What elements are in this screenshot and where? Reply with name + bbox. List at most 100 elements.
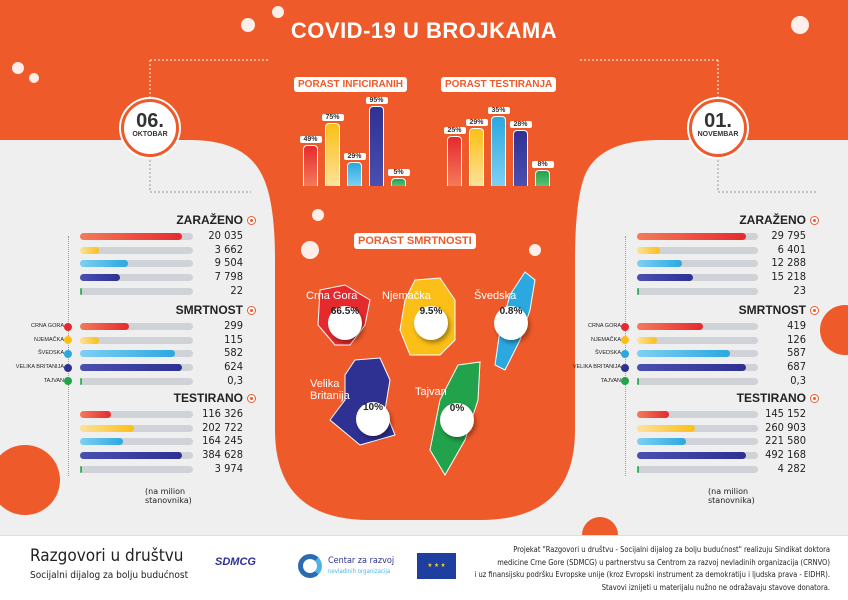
disclaimer-line: Stavovi iznijeti u materijalu nužno ne o…: [601, 582, 830, 592]
units-note: (na milion stanovnika): [708, 487, 755, 505]
country-label: TAJVAN: [43, 377, 64, 384]
bar-fill: [637, 274, 693, 282]
stat-value: 624: [224, 360, 243, 374]
map-label-country: Velika Britanija: [310, 378, 350, 402]
bar-track: [80, 287, 193, 295]
country-dot-icon: [621, 377, 629, 386]
stat-value: 202 722: [202, 420, 243, 434]
bar-track: [637, 246, 758, 254]
bar-track: [80, 336, 193, 344]
bar--vedska: [347, 161, 362, 186]
bar-fill: [637, 452, 746, 460]
country-label: NJEMAČKA: [34, 336, 64, 343]
country-dot-icon: [621, 336, 629, 345]
bar-track: [637, 438, 758, 446]
bar-fill: [80, 424, 134, 432]
bar-njema-ka: [469, 128, 484, 186]
country-dot-icon: [621, 322, 629, 331]
stat-value: 4 282: [777, 461, 806, 475]
heading-marker-icon: [810, 394, 819, 403]
stat-value: 23: [793, 283, 806, 297]
bar-fill: [80, 364, 182, 372]
virus-decoration-orange: [0, 305, 848, 553]
country-label: VELIKA BRITANIJA: [572, 364, 621, 371]
stat-value: 116 326: [202, 407, 243, 420]
bar-track: [80, 377, 193, 385]
bar-fill: [80, 350, 175, 358]
page-title: COVID-19 U BROJKAMA: [290, 18, 558, 43]
map-percent-badge: 10%: [356, 402, 390, 436]
bar-track: [637, 323, 758, 330]
bar-value-label: 29%: [343, 152, 366, 160]
bar-track: [80, 350, 193, 358]
bar-fill: [637, 336, 657, 344]
chart-title-testiranja: PORAST TESTIRANJA: [441, 77, 557, 92]
heading-marker-icon: [247, 394, 256, 403]
bar-fill: [637, 424, 695, 432]
stat-value: 299: [224, 319, 243, 332]
bar-fill: [637, 323, 704, 330]
bar-fill: [637, 350, 731, 358]
bar-track: [637, 287, 758, 295]
footer-disclaimer: Projekat "Razgovori u društvu - Socijaln…: [474, 544, 830, 594]
bar-fill: [637, 260, 682, 268]
bar-track: [637, 274, 758, 282]
date-month: NOVEMBAR: [697, 131, 739, 138]
heading-testirano: TESTIRANO: [173, 391, 243, 405]
bar-fill: [80, 411, 111, 418]
stat-value: 164 245: [202, 434, 243, 448]
orange-funnel-shape: [0, 0, 848, 520]
bar-njema-ka: [325, 123, 340, 186]
bar-fill: [80, 274, 120, 282]
bar-fill: [80, 465, 83, 473]
disclaimer-line: Projekat "Razgovori u društvu - Socijaln…: [513, 545, 830, 554]
stat-value: 384 628: [202, 448, 243, 462]
bar-fill: [637, 377, 640, 385]
footer: Razgovori u društvu Socijalni dijalog za…: [0, 535, 848, 600]
stat-value: 20 035: [208, 229, 243, 242]
bar-track: [80, 411, 193, 418]
bar-fill: [80, 452, 182, 460]
stat-value: 12 288: [771, 256, 806, 270]
stat-value: 0,3: [227, 373, 243, 387]
stat-value: 221 580: [765, 434, 806, 448]
bar-track: [80, 323, 193, 330]
stat-value: 582: [224, 346, 243, 360]
bar-value-label: 29%: [465, 119, 488, 126]
bar-value-label: 95%: [365, 97, 388, 105]
country-dot-icon: [64, 322, 72, 331]
bar-fill: [80, 233, 182, 240]
map-percent-badge: 9.5%: [414, 306, 448, 340]
country-label: ŠVEDSKA: [38, 350, 64, 357]
bar-fill: [637, 411, 670, 418]
bar-fill: [637, 233, 746, 240]
country-dot-icon: [64, 363, 72, 372]
bar-track: [80, 465, 193, 473]
stat-value: 22: [230, 283, 243, 297]
country-dot-icon: [64, 349, 72, 358]
bar-fill: [637, 465, 640, 473]
units-note: (na milion stanovnika): [145, 487, 192, 505]
heading-smrtnost: SMRTNOST: [175, 303, 243, 317]
bar-track: [80, 274, 193, 282]
disclaimer-line: i uz finansijsku podršku Evropske unije …: [474, 570, 830, 579]
sdmcg-logo: SDMCG: [215, 556, 256, 568]
bar-value-label: 49%: [299, 135, 322, 143]
map-percent-badge: 0.8%: [494, 306, 528, 340]
stat-value: 7 798: [214, 270, 243, 284]
heading-zaraženo: ZARAŽENO: [176, 213, 243, 227]
bar-track: [637, 411, 758, 418]
date-badge-start: 06. OKTOBAR: [121, 99, 179, 157]
crnvo-logo-icon: [298, 554, 322, 578]
bar-tajvan: [535, 170, 550, 186]
bar-fill: [80, 438, 124, 446]
country-label: NJEMAČKA: [591, 336, 621, 343]
bar-velika-britanija: [513, 130, 528, 186]
stat-value: 687: [787, 360, 806, 374]
stat-value: 115: [224, 332, 243, 346]
bar-track: [80, 424, 193, 432]
heading-testirano: TESTIRANO: [736, 391, 806, 405]
bar-tajvan: [391, 178, 406, 186]
heading-marker-icon: [810, 216, 819, 225]
country-dot-icon: [64, 377, 72, 386]
